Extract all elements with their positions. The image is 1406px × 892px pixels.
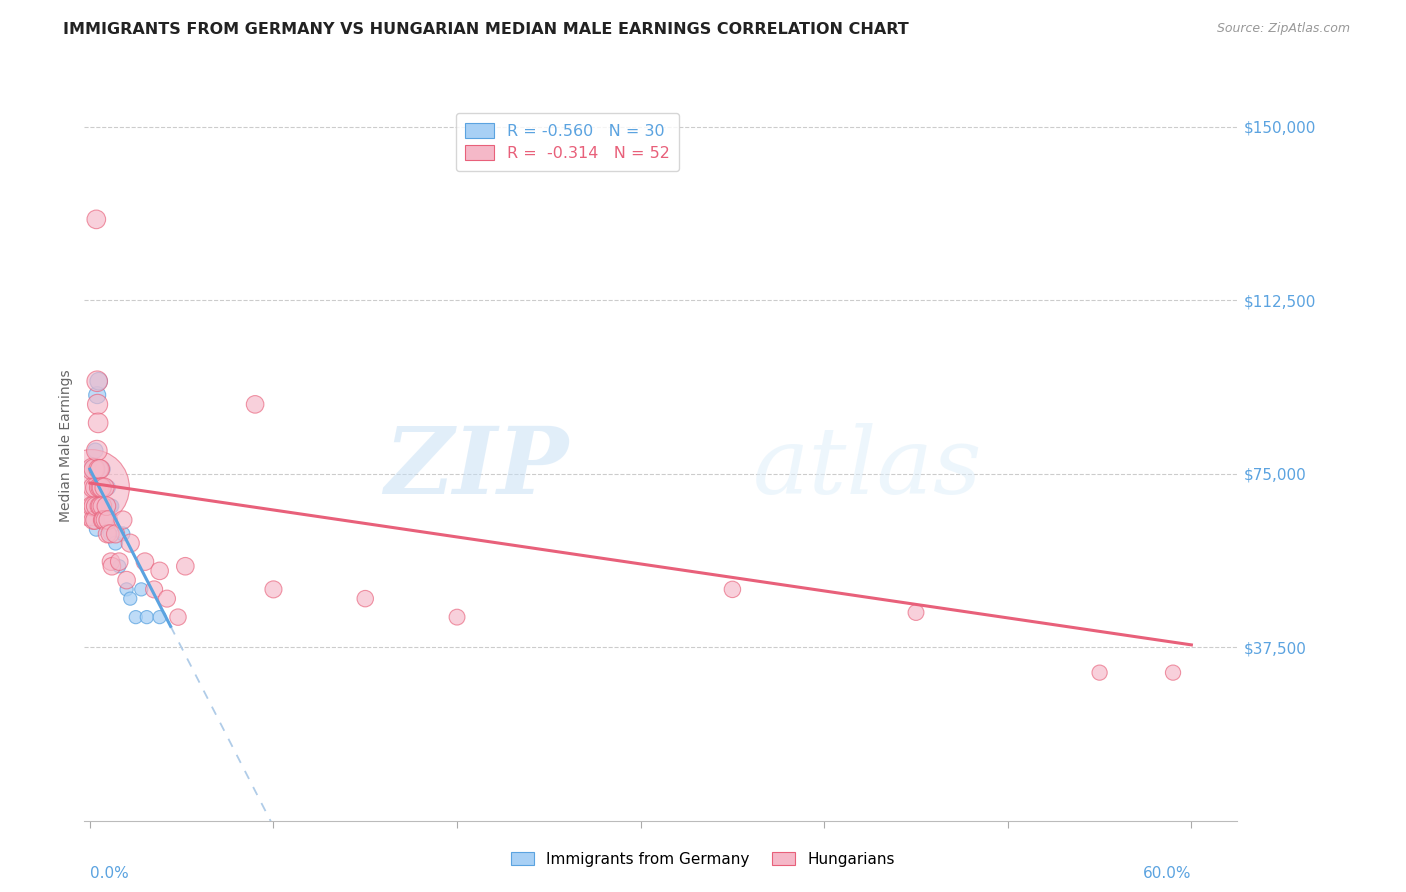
Point [91, 462, 114, 476]
Point [98, 527, 121, 541]
Point [91, 513, 114, 527]
Point [96, 513, 118, 527]
Point [80, 499, 103, 513]
Point [446, 610, 468, 624]
Point [89, 462, 111, 476]
Point [82, 462, 104, 476]
Point [86, 443, 108, 458]
Point [87, 416, 110, 430]
Point [262, 582, 284, 597]
Point [90, 481, 112, 495]
Point [149, 610, 172, 624]
Point [97, 481, 120, 495]
Point [115, 582, 138, 597]
Point [89, 499, 111, 513]
Point [354, 591, 377, 606]
Point [721, 582, 744, 597]
Text: atlas: atlas [754, 424, 983, 514]
Point [84, 499, 107, 513]
Point [94, 513, 117, 527]
Point [149, 564, 172, 578]
Point [86, 388, 108, 402]
Point [93, 513, 115, 527]
Point [84, 212, 107, 227]
Point [129, 582, 152, 597]
Text: IMMIGRANTS FROM GERMANY VS HUNGARIAN MEDIAN MALE EARNINGS CORRELATION CHART: IMMIGRANTS FROM GERMANY VS HUNGARIAN MED… [63, 22, 910, 37]
Point [86, 397, 108, 411]
Point [87, 462, 110, 476]
Point [93, 499, 115, 513]
Point [84, 522, 107, 536]
Point [89, 462, 111, 476]
Point [87, 462, 110, 476]
Text: 0.0%: 0.0% [90, 865, 128, 880]
Point [82, 513, 104, 527]
Point [101, 559, 124, 574]
Point [83, 462, 105, 476]
Point [101, 499, 124, 513]
Point [84, 513, 107, 527]
Point [90, 481, 112, 495]
Point [120, 591, 142, 606]
Point [97, 513, 120, 527]
Point [143, 582, 166, 597]
Point [904, 606, 927, 620]
Point [84, 443, 107, 458]
Point [243, 397, 266, 411]
Point [93, 513, 115, 527]
Text: 60.0%: 60.0% [1143, 865, 1191, 880]
Point [93, 481, 115, 495]
Point [1088, 665, 1111, 680]
Point [120, 536, 142, 550]
Point [111, 527, 134, 541]
Point [91, 499, 114, 513]
Y-axis label: Median Male Earnings: Median Male Earnings [59, 369, 73, 523]
Point [1161, 665, 1184, 680]
Point [135, 610, 157, 624]
Point [87, 462, 110, 476]
Point [98, 527, 121, 541]
Point [84, 481, 107, 495]
Point [96, 527, 118, 541]
Point [156, 591, 179, 606]
Point [115, 573, 138, 587]
Point [87, 374, 110, 388]
Point [87, 481, 110, 495]
Point [108, 559, 131, 574]
Point [174, 559, 197, 574]
Point [83, 499, 105, 513]
Point [100, 499, 122, 513]
Point [134, 555, 156, 569]
Point [167, 610, 190, 624]
Text: Source: ZipAtlas.com: Source: ZipAtlas.com [1216, 22, 1350, 36]
Legend: R = -0.560   N = 30, R =  -0.314   N = 52: R = -0.560 N = 30, R = -0.314 N = 52 [456, 113, 679, 170]
Point [89, 481, 111, 495]
Point [84, 467, 107, 481]
Point [83, 499, 105, 513]
Point [96, 499, 118, 513]
Point [90, 499, 112, 513]
Point [104, 527, 127, 541]
Point [82, 462, 104, 476]
Point [90, 499, 112, 513]
Point [89, 499, 111, 513]
Point [104, 536, 127, 550]
Point [100, 555, 122, 569]
Point [111, 513, 134, 527]
Text: ZIP: ZIP [384, 424, 568, 514]
Point [86, 374, 108, 388]
Legend: Immigrants from Germany, Hungarians: Immigrants from Germany, Hungarians [505, 846, 901, 872]
Point [125, 610, 148, 624]
Point [80, 481, 103, 495]
Point [83, 481, 105, 495]
Point [108, 555, 131, 569]
